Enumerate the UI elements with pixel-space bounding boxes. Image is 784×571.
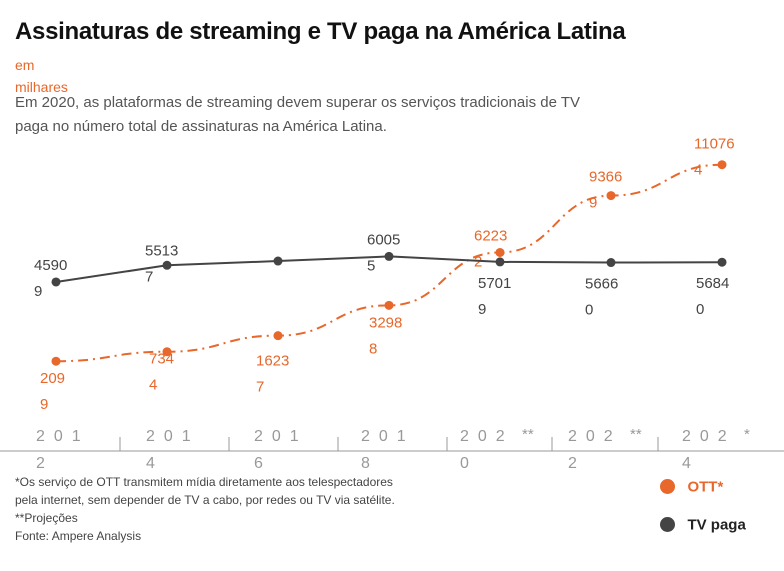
data-label-tv-paga-2020: 5701 9: [478, 275, 511, 318]
x-tick-label-2022**: 202 2**: [568, 426, 642, 470]
x-tick-label-2024*: 202 4*: [682, 426, 750, 470]
data-label-ott-2022: 9366 9: [589, 169, 622, 212]
data-label-ott-2020: 6223 2: [474, 227, 507, 270]
point-tv-paga-2024: [717, 257, 727, 267]
data-label-ott-2018: 3298 8: [369, 314, 402, 357]
point-ott-2022: [606, 191, 616, 201]
point-ott-2016: [273, 331, 283, 341]
point-ott-2014: [162, 347, 172, 357]
chart-title: Assinaturas de streaming e TV paga na Am…: [15, 18, 626, 45]
data-label-ott-2012: 209 9: [40, 370, 65, 413]
source-note: Fonte: Ampere Analysis: [15, 529, 142, 543]
data-label-tv-paga-2018: 6005 5: [367, 231, 400, 274]
point-tv-paga-2018: [384, 251, 394, 261]
point-tv-paga-2020: [495, 257, 505, 267]
x-tick-label-2014: 201 4: [146, 428, 200, 470]
data-label-tv-paga-2014: 5513 7: [145, 242, 178, 285]
data-label-ott-2014: 734 4: [149, 351, 174, 394]
footnotes: *Os serviço de OTT transmitem mídia dire…: [15, 473, 395, 545]
legend-label-ott: OTT*: [687, 478, 724, 496]
point-ott-2012: [51, 356, 61, 366]
data-label-tv-paga-2012: 4590 9: [34, 257, 67, 300]
x-tick-label-2020**: 202 0**: [460, 426, 534, 470]
unit-label: em milhares: [15, 57, 68, 95]
ott-swatch-icon: [660, 479, 675, 495]
x-tick-label-2012: 201 2: [36, 428, 90, 470]
point-tv-paga-2012: [51, 277, 61, 287]
tv-swatch-icon: [660, 517, 675, 533]
legend-item-tv: TV paga: [660, 516, 746, 534]
point-tv-paga-2022: [606, 258, 616, 268]
x-tick-label-2016: 201 6: [254, 428, 308, 470]
point-ott-2024: [717, 160, 727, 170]
point-tv-paga-2014: [162, 260, 172, 270]
data-label-ott-2024: 11076 4: [694, 136, 735, 179]
legend-item-ott: OTT*: [660, 478, 723, 496]
data-label-ott-2016: 1623 7: [256, 353, 289, 396]
line-chart: 201 2 201 4 201 6 201 8 202 0** 202 2** 202 4* 209 9 734…: [0, 136, 784, 470]
point-ott-2018: [384, 300, 394, 310]
footnote-projections: **Projeções: [15, 511, 78, 525]
legend-label-tv: TV paga: [687, 516, 746, 534]
data-label-tv-paga-2024: 5684 0: [696, 275, 729, 318]
x-tick-label-2018: 201 8: [361, 428, 415, 470]
point-tv-paga-2016: [273, 256, 283, 266]
chart-subtitle: Em 2020, as plataformas de streaming dev…: [15, 94, 580, 135]
footnote-ott: *Os serviço de OTT transmitem mídia dire…: [15, 475, 395, 507]
point-ott-2020: [495, 247, 505, 257]
data-label-tv-paga-2022: 5666 0: [585, 276, 618, 319]
